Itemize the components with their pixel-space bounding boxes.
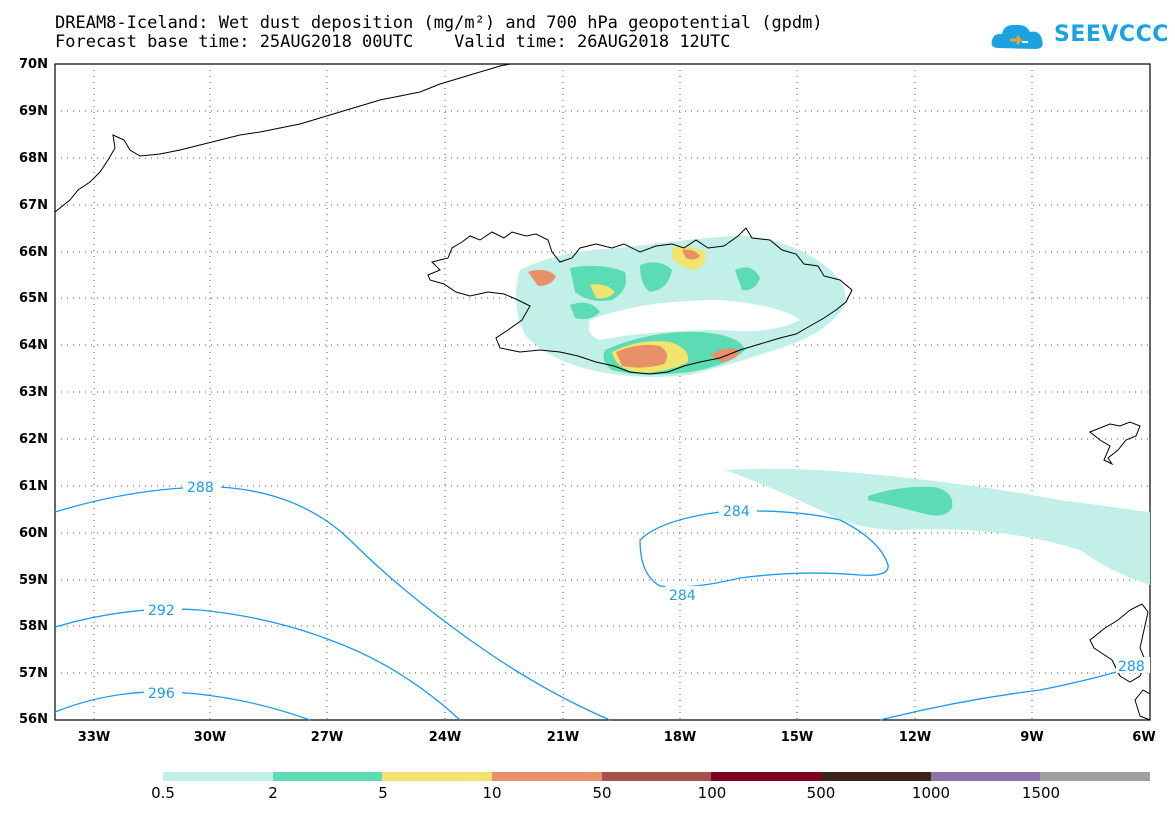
map-title-line1: DREAM8-Iceland: Wet dust deposition (mg/…: [55, 13, 823, 33]
contour-label: 292: [148, 603, 175, 619]
colorbar-segment: [1040, 772, 1151, 781]
coastline: [54, 63, 1151, 721]
contour-288-west: [54, 486, 611, 721]
lat-label: 57N: [19, 666, 48, 681]
lon-label: 15W: [780, 730, 814, 745]
colorbar-label: 1500: [1021, 784, 1061, 802]
lat-label: 58N: [19, 619, 48, 634]
lat-label: 63N: [19, 385, 48, 400]
lon-label: 33W: [77, 730, 111, 745]
faroe-coastline: [1089, 421, 1141, 466]
lat-label: 60N: [19, 526, 48, 541]
contour-label-group: 288 292 296 284 284 288: [144, 478, 1150, 702]
contour-292: [54, 608, 461, 721]
lat-label: 56N: [19, 712, 48, 727]
scotland-coastline-south: [1134, 689, 1151, 721]
colorbar-label: 1000: [911, 784, 951, 802]
contour-label: 284: [669, 588, 696, 604]
cloud-logo-icon: [991, 24, 1043, 49]
lat-label: 68N: [19, 151, 48, 166]
dust-deposition-plume-south: [725, 468, 1150, 585]
colorbar-segment: [930, 772, 1041, 781]
scotland-coastline: [1089, 603, 1149, 683]
contour-label: 284: [723, 504, 750, 520]
greenland-coastline: [54, 63, 511, 213]
graticule: [55, 64, 1150, 720]
lat-label: 64N: [19, 338, 48, 353]
contour-label: 288: [1118, 659, 1145, 675]
lon-label: 12W: [898, 730, 932, 745]
logo-text: SEEVCCC: [1054, 22, 1169, 47]
colorbar-label: 5: [378, 784, 388, 802]
colorbar-label: 50: [592, 784, 612, 802]
colorbar-label: 500: [806, 784, 836, 802]
colorbar-segment: [492, 772, 602, 781]
contour-288-east: [879, 661, 1151, 721]
iceland-coastline: [427, 227, 853, 375]
lat-label: 61N: [19, 479, 48, 494]
contour-label: 288: [187, 480, 214, 496]
colorbar: [163, 772, 1151, 781]
lon-label: 27W: [310, 730, 344, 745]
colorbar-label: 0.5: [151, 784, 175, 802]
lon-label: 21W: [546, 730, 580, 745]
colorbar-label: 100: [697, 784, 727, 802]
lat-label: 67N: [19, 198, 48, 213]
contour-label: 296: [148, 686, 175, 702]
colorbar-segment: [272, 772, 383, 781]
lon-label: 30W: [193, 730, 227, 745]
colorbar-label: 10: [482, 784, 502, 802]
colorbar-segment: [601, 772, 712, 781]
lat-label: 70N: [19, 57, 48, 72]
colorbar-segment: [821, 772, 931, 781]
lat-label: 62N: [19, 432, 48, 447]
lat-label: 59N: [19, 573, 48, 588]
lat-label: 65N: [19, 291, 48, 306]
colorbar-segment: [163, 772, 273, 781]
colorbar-label: 2: [268, 784, 278, 802]
colorbar-segment: [382, 772, 493, 781]
lon-label: 9W: [1020, 730, 1044, 745]
lon-label: 18W: [663, 730, 697, 745]
lat-label: 69N: [19, 104, 48, 119]
lat-label: 66N: [19, 245, 48, 260]
lon-label: 24W: [428, 730, 462, 745]
lon-label: 6W: [1132, 730, 1156, 745]
colorbar-segment: [711, 772, 822, 781]
dust-deposition-iceland: [516, 235, 846, 377]
map-title-line2: Forecast base time: 25AUG2018 00UTC Vali…: [55, 32, 731, 52]
